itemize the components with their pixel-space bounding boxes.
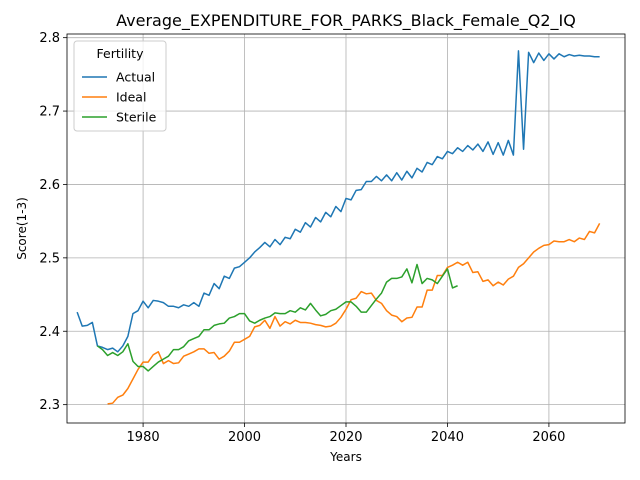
grid (67, 34, 625, 423)
legend-label-sterile: Sterile (116, 110, 157, 125)
legend-box (73, 40, 167, 132)
legend-title: Fertility (97, 46, 145, 61)
y-tick-label: 2.8 (39, 31, 60, 46)
x-tick-label: 1980 (127, 430, 160, 445)
series-line-actual (76, 50, 600, 353)
x-tick-label: 2000 (228, 430, 261, 445)
series-line-ideal (107, 223, 601, 405)
x-tick-label: 2020 (329, 430, 362, 445)
y-axis-label: Score(1-3) (15, 197, 29, 260)
x-tick-label: 2060 (532, 430, 565, 445)
y-tick-label: 2.4 (39, 325, 60, 340)
y-tick-label: 2.3 (39, 398, 60, 413)
x-axis-label: Years (329, 450, 362, 464)
legend-label-ideal: Ideal (116, 90, 146, 105)
x-tick-label: 2040 (431, 430, 464, 445)
y-tick-label: 2.6 (39, 178, 60, 193)
series-line-sterile (97, 263, 458, 372)
axis-ticks: 1980 2000 2020 2040 2060 2.3 2.4 2.5 2.6 2.7 2.8 (39, 31, 565, 445)
series-lines (76, 50, 601, 405)
y-tick-label: 2.5 (39, 251, 60, 266)
chart-title: Average_EXPENDITURE_FOR_PARKS_Black_Fema… (116, 11, 576, 31)
legend-label-actual: Actual (116, 70, 155, 85)
y-tick-label: 2.7 (39, 105, 60, 120)
legend: Fertility Actual Ideal Sterile (73, 40, 167, 132)
